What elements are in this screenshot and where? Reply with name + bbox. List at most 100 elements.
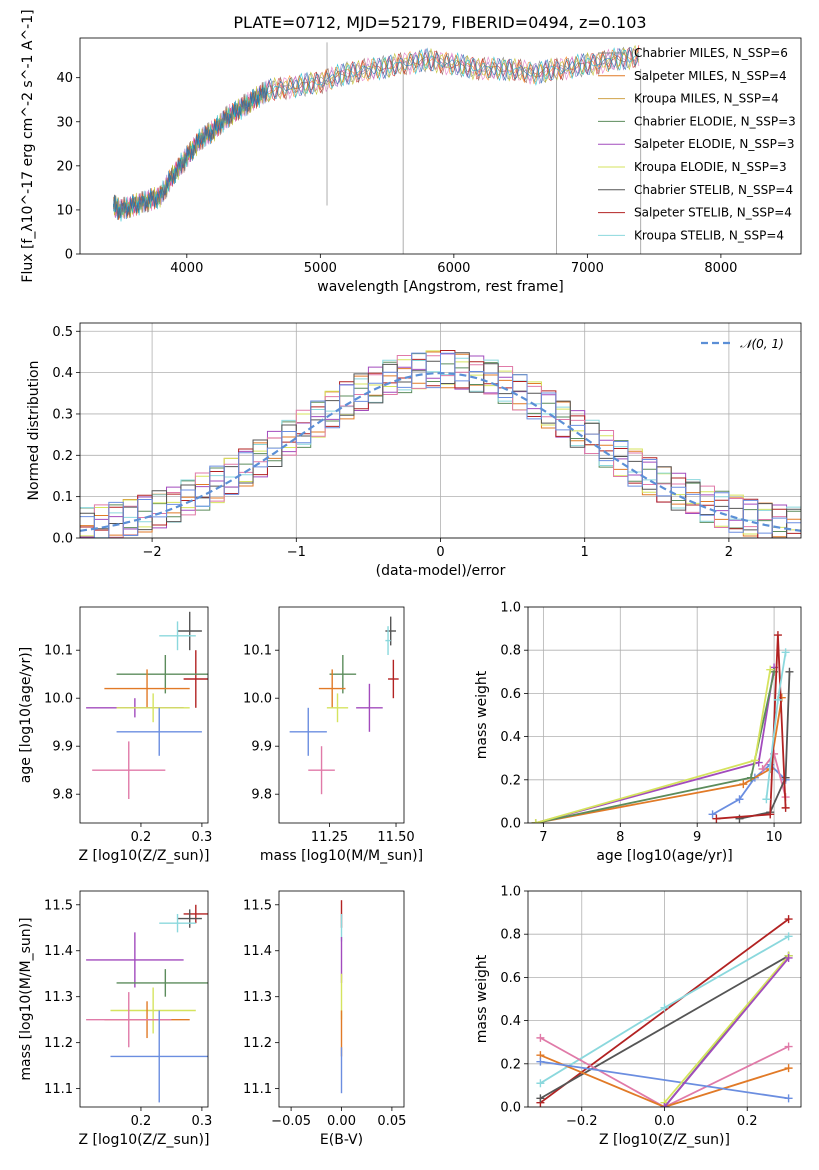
x-axis-label: E(B-V)	[320, 1132, 363, 1148]
weight-marker	[531, 819, 540, 823]
weight-marker	[784, 1064, 793, 1073]
y-axis-label: mass weight	[474, 954, 490, 1043]
x-tick-label: 10	[766, 830, 783, 845]
normal-curve	[80, 371, 801, 532]
plot-content	[289, 616, 399, 795]
x-tick-label: 2	[725, 545, 733, 560]
y-tick-label: 0.3	[52, 407, 73, 422]
legend-entry: Salpeter STELIB, N_SSP=4	[634, 206, 792, 220]
plot-frame	[527, 606, 802, 824]
x-tick-label: 9	[693, 830, 701, 845]
x-tick-label: 0.3	[192, 1114, 213, 1129]
y-tick-label: 11.1	[44, 1082, 73, 1097]
plot-frame	[79, 606, 209, 824]
panel-mass_vs_Z: 0.2 0.3 11.1 11.2 11.3 11.4 11.5 Z [log10(Z/Z_s…	[18, 890, 213, 1148]
x-tick-label: −2	[143, 545, 162, 560]
y-tick-label: 0.1	[52, 490, 73, 505]
y-tick-label: 10	[56, 203, 73, 218]
plot-area	[528, 607, 801, 823]
x-tick-label: 0.3	[192, 830, 213, 845]
plot-content	[86, 611, 208, 799]
y-tick-label: 10.1	[243, 644, 272, 659]
y-tick-label: 11.2	[243, 1036, 272, 1051]
weight-marker	[773, 695, 782, 704]
plot-frame	[79, 322, 802, 539]
x-tick-label: 0.2	[131, 1114, 152, 1129]
y-tick-label: 10.0	[44, 692, 73, 707]
y-tick-label: 10.1	[44, 644, 73, 659]
weight-marker	[536, 1094, 545, 1103]
y-tick-label: 0.8	[500, 644, 521, 659]
plot-frame	[79, 37, 802, 255]
y-tick-label: 9.9	[251, 740, 272, 755]
panel-age_vs_Z: 0.2 0.3 9.8 9.9 10.0 10.1 Z [log10(Z/Z_sun)] ag…	[18, 606, 213, 864]
x-tick-label: 8	[616, 830, 624, 845]
x-axis-label: Z [log10(Z/Z_sun)]	[79, 1132, 210, 1148]
x-tick-label: 5000	[304, 261, 337, 276]
weight-marker	[758, 765, 767, 773]
y-tick-label: 11.3	[44, 990, 73, 1005]
y-tick-label: 0.6	[500, 687, 521, 702]
weight-marker	[781, 648, 790, 657]
x-axis-label: age [log10(age/yr)]	[596, 848, 732, 864]
plot-area	[279, 607, 404, 823]
legend-entry: Chabrier MILES, N_SSP=6	[634, 46, 788, 60]
legend-entry: Kroupa ELODIE, N_SSP=3	[634, 160, 787, 174]
weight-marker	[766, 665, 775, 674]
plot-content	[80, 350, 801, 538]
plot-area	[80, 607, 208, 823]
y-tick-label: 11.5	[243, 898, 272, 913]
weight-marker	[784, 953, 793, 962]
weight-marker	[766, 810, 775, 819]
weight-marker	[784, 932, 793, 941]
legend-entry: 𝒩(0, 1)	[740, 337, 784, 351]
weight-marker	[660, 1003, 669, 1012]
plot-area	[80, 891, 208, 1107]
plot-frame	[527, 890, 802, 1108]
x-axis-label: Z [log10(Z/Z_sun)]	[79, 848, 210, 864]
x-tick-label: 0.2	[737, 1114, 758, 1129]
x-tick-label: 8000	[704, 261, 737, 276]
y-tick-label: 9.9	[52, 740, 73, 755]
y-tick-label: 1.0	[500, 601, 521, 616]
x-tick-label: 11.25	[311, 830, 348, 845]
x-tick-label: 0	[436, 545, 444, 560]
plot-content	[536, 915, 793, 1107]
y-tick-label: 11.3	[243, 990, 272, 1005]
histogram-series	[80, 352, 801, 538]
y-tick-label: 0.4	[500, 1014, 521, 1029]
y-axis-label: Normed distribution	[26, 361, 42, 501]
y-tick-label: 0.2	[500, 1057, 521, 1072]
weight-marker	[660, 1103, 669, 1107]
x-tick-label: 11.50	[377, 830, 414, 845]
y-axis-label: Flux [f_λ10^-17 erg cm^-2 s^-1 A^-1]	[20, 9, 36, 282]
y-tick-label: 0.4	[500, 730, 521, 745]
y-tick-label: 0.8	[500, 928, 521, 943]
legend-entry: Chabrier STELIB, N_SSP=4	[634, 183, 793, 197]
y-tick-label: 9.8	[52, 788, 73, 803]
y-tick-label: 11.2	[44, 1036, 73, 1051]
y-tick-label: 11.4	[44, 944, 73, 959]
y-axis-label: age [log10(age/yr)]	[18, 647, 34, 783]
weight-marker	[536, 1033, 545, 1042]
weight-line	[535, 697, 783, 823]
weight-line	[540, 1054, 789, 1107]
x-tick-label: 0.0	[654, 1114, 675, 1129]
panel-spectrum: 4000 5000 6000 7000 8000 0 10 20 30 40 wavelength …	[20, 9, 802, 295]
y-axis-label: mass weight	[474, 670, 490, 759]
plot-frame	[79, 890, 209, 1108]
y-tick-label: 11.4	[243, 944, 272, 959]
weight-marker	[708, 810, 717, 819]
weight-marker	[784, 915, 793, 924]
x-tick-label: 7	[539, 830, 547, 845]
y-tick-label: 0.4	[52, 366, 73, 381]
figure-title: PLATE=0712, MJD=52179, FIBERID=0494, z=0…	[233, 13, 646, 32]
x-axis-label: wavelength [Angstrom, rest frame]	[317, 279, 563, 295]
weight-marker	[750, 756, 759, 765]
y-tick-label: 0	[65, 248, 73, 263]
weight-marker	[536, 1079, 545, 1088]
legend-entry: Salpeter ELODIE, N_SSP=3	[634, 137, 795, 151]
panel-residuals: −2 −1 0 1 2 0.0 0.1 0.2 0.3 0.4 0.5 (data-model)/er…	[26, 322, 802, 579]
x-tick-label: −0.2	[566, 1114, 598, 1129]
